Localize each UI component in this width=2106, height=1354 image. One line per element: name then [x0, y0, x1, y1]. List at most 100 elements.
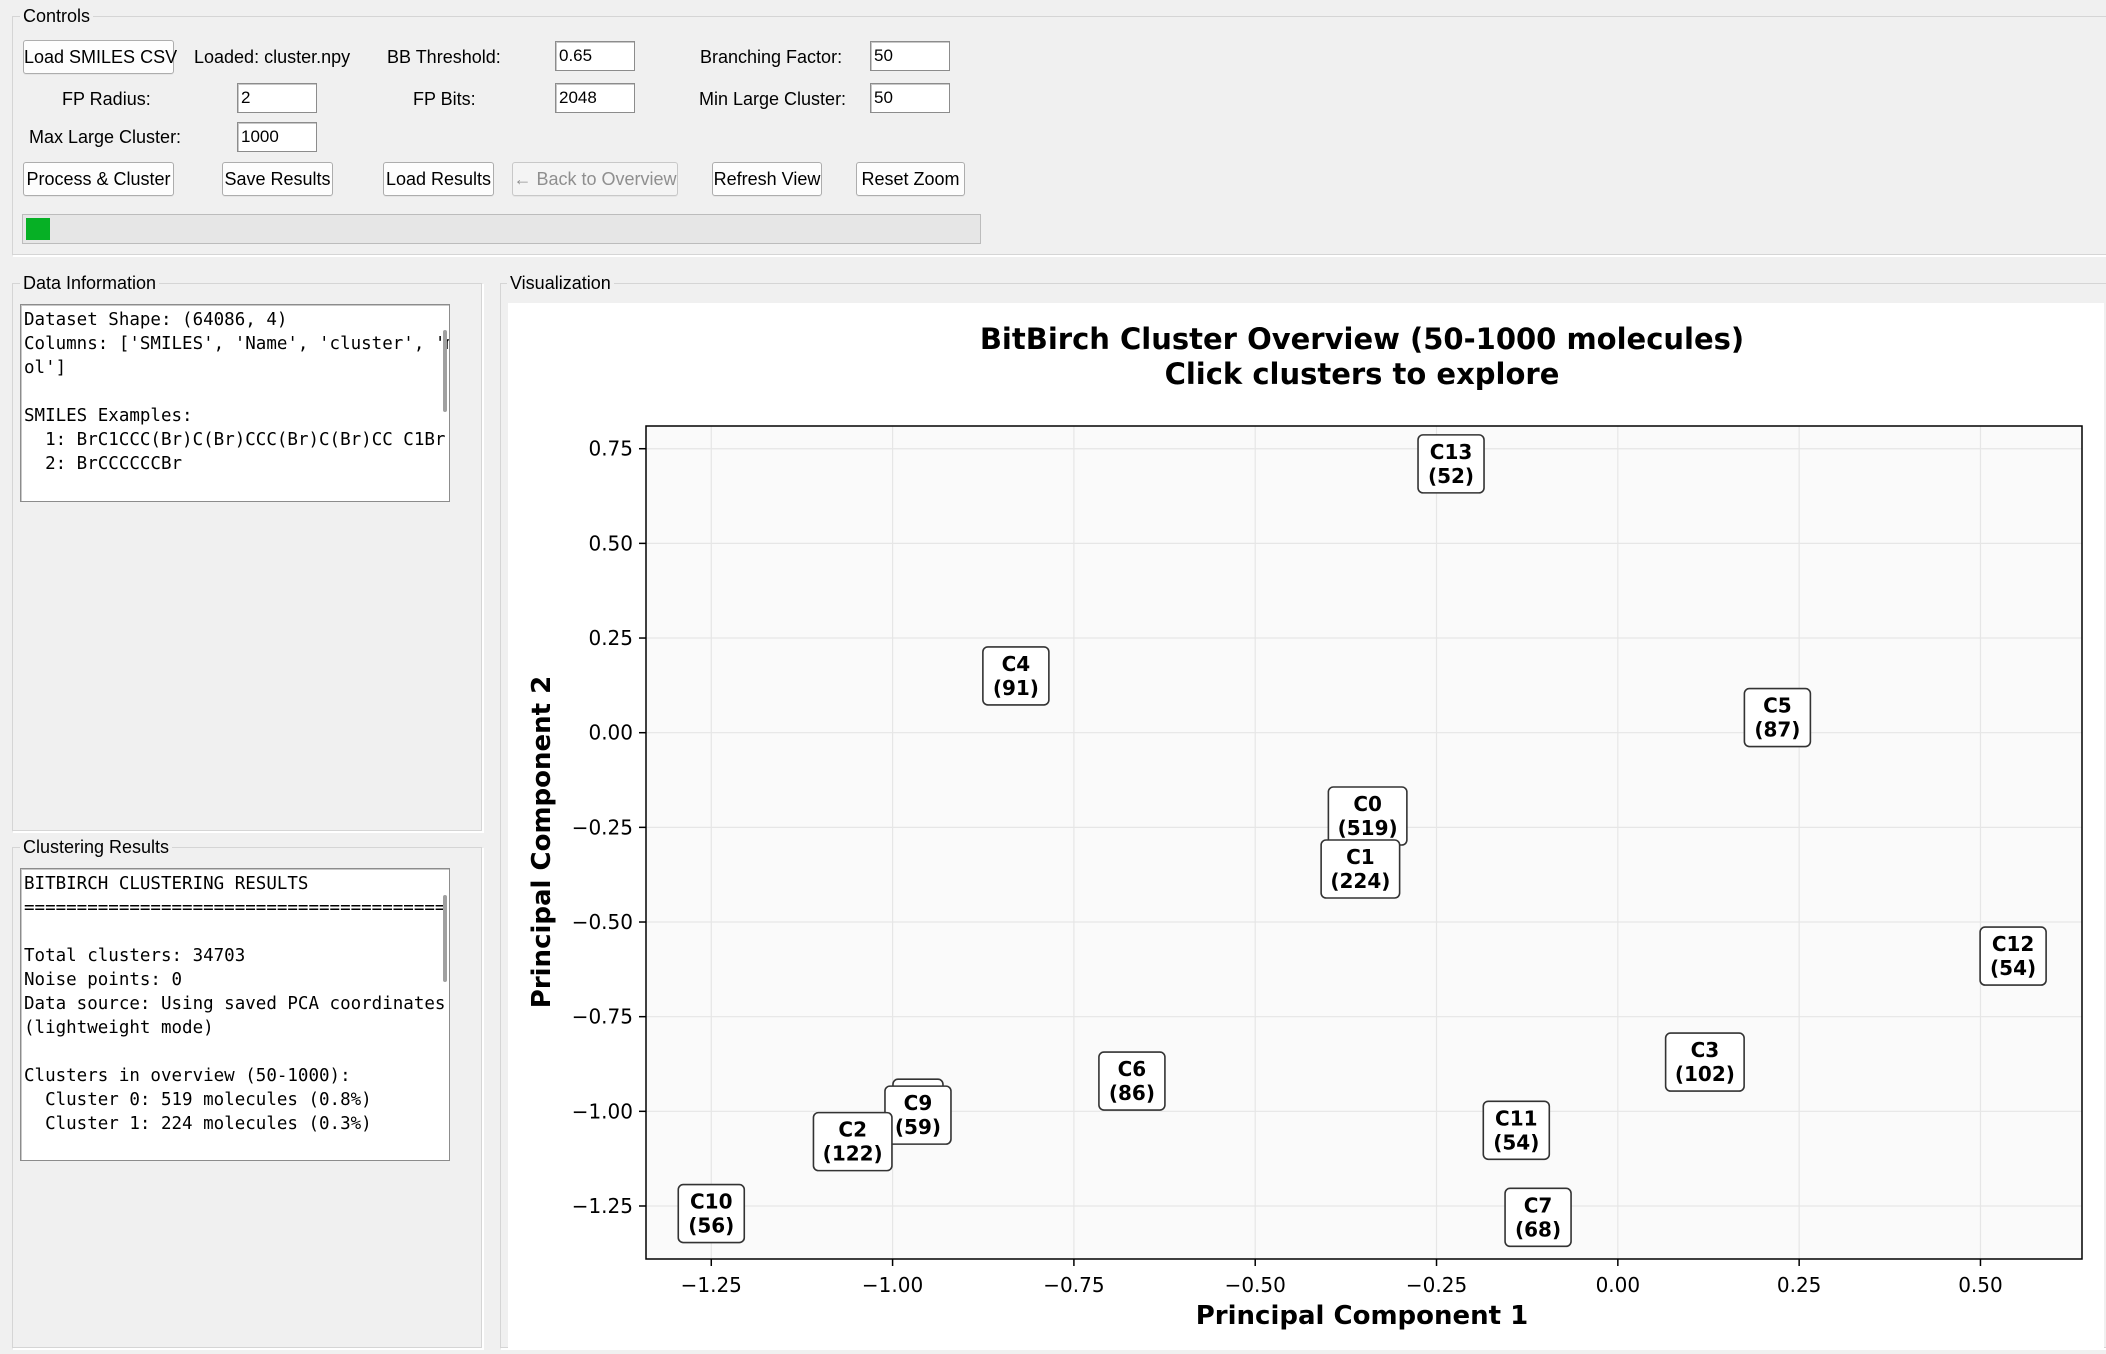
branching-factor-label: Branching Factor:: [700, 47, 843, 67]
cluster-label-c6[interactable]: C6(86): [1098, 1051, 1166, 1111]
cluster-label-c11[interactable]: C11(54): [1482, 1100, 1551, 1161]
cluster-label-c2[interactable]: C2(122): [812, 1111, 893, 1172]
cluster-label-box: [1664, 1032, 1745, 1092]
cluster-label-box: [1482, 1100, 1551, 1161]
data-info-title: Data Information: [20, 273, 160, 293]
cluster-count: (86): [1109, 1081, 1155, 1105]
max-large-cluster-label: Max Large Cluster:: [29, 127, 182, 147]
x-tick-label: 0.50: [1958, 1273, 2003, 1297]
cluster-label-c1[interactable]: C1(224): [1320, 839, 1401, 899]
bb-threshold-label: BB Threshold:: [387, 47, 501, 67]
cluster-label-c3[interactable]: C3(102): [1664, 1032, 1745, 1092]
cluster-scatter-chart[interactable]: BitBirch Cluster Overview (50-1000 molec…: [508, 303, 2104, 1349]
cluster-name: C5: [1763, 694, 1792, 718]
min-large-cluster-label: Min Large Cluster:: [699, 89, 847, 109]
y-tick-label: 0.50: [588, 531, 633, 555]
results-textbox[interactable]: BITBIRCH CLUSTERING RESULTS ============…: [20, 868, 450, 1161]
data-info-frame: [12, 283, 483, 832]
results-title: Clustering Results: [20, 837, 173, 857]
x-tick-label: −1.25: [681, 1273, 742, 1297]
data-info-text: Dataset Shape: (64086, 4) Columns: ['SMI…: [24, 310, 449, 474]
cluster-label-box: [1504, 1187, 1572, 1248]
cluster-label-box: [1098, 1051, 1166, 1111]
cluster-label-box: [982, 646, 1050, 706]
cluster-count: (224): [1330, 869, 1390, 893]
y-tick-label: −0.75: [572, 1005, 633, 1029]
data-info-scrollbar[interactable]: [443, 330, 447, 412]
x-tick-label: −1.00: [862, 1273, 923, 1297]
visualization-canvas[interactable]: BitBirch Cluster Overview (50-1000 molec…: [508, 303, 2104, 1349]
cluster-name: C0: [1353, 792, 1382, 816]
save-results-button[interactable]: Save Results: [222, 162, 333, 196]
visualization-title: Visualization: [507, 273, 614, 293]
cluster-label-c10[interactable]: C10(56): [677, 1183, 746, 1244]
cluster-label-c9[interactable]: C9(59): [884, 1085, 952, 1145]
cluster-count: (519): [1338, 816, 1398, 840]
fp-bits-input[interactable]: [555, 83, 635, 113]
results-scrollbar[interactable]: [443, 895, 447, 982]
cluster-count: (68): [1515, 1217, 1561, 1241]
max-large-cluster-input[interactable]: [237, 122, 317, 152]
chart-subtitle: Click clusters to explore: [1165, 357, 1560, 391]
y-tick-label: −1.25: [572, 1194, 633, 1218]
cluster-count: (54): [1990, 956, 2036, 980]
cluster-count: (102): [1675, 1062, 1735, 1086]
x-tick-label: 0.25: [1777, 1273, 1822, 1297]
cluster-count: (59): [895, 1115, 941, 1139]
data-info-textbox[interactable]: Dataset Shape: (64086, 4) Columns: ['SMI…: [20, 304, 450, 502]
load-smiles-csv-button[interactable]: Load SMILES CSV: [23, 40, 177, 74]
cluster-count: (122): [823, 1142, 883, 1166]
process-cluster-button[interactable]: Process & Cluster: [23, 162, 174, 196]
back-to-overview-button[interactable]: ← Back to Overview: [512, 162, 678, 196]
cluster-label-c12[interactable]: C12(54): [1979, 926, 2047, 986]
cluster-name: C6: [1118, 1057, 1147, 1081]
y-tick-label: 0.75: [588, 437, 633, 461]
y-tick-label: 0.00: [588, 721, 633, 745]
reset-zoom-button[interactable]: Reset Zoom: [856, 162, 965, 196]
fp-bits-label: FP Bits:: [413, 89, 476, 109]
cluster-label-c7[interactable]: C7(68): [1504, 1187, 1572, 1248]
cluster-label-c0[interactable]: C0(519): [1327, 786, 1408, 846]
y-tick-label: 0.25: [588, 626, 633, 650]
loaded-file-label: Loaded: cluster.npy: [194, 47, 351, 67]
cluster-label-box: [1979, 926, 2047, 986]
cluster-label-c13[interactable]: C13(52): [1417, 434, 1485, 494]
cluster-name: C11: [1495, 1106, 1538, 1130]
x-tick-label: 0.00: [1596, 1273, 1641, 1297]
cluster-count: (91): [993, 676, 1039, 700]
chart-title: BitBirch Cluster Overview (50-1000 molec…: [980, 322, 1744, 356]
cluster-name: C10: [690, 1190, 733, 1214]
fp-radius-input[interactable]: [237, 83, 317, 113]
cluster-name: C4: [1002, 652, 1031, 676]
y-axis-ticks: 0.75 0.50 0.25 0.00 −0.25 −0.50 −0.75 −1.00 −1.2…: [572, 437, 646, 1218]
cluster-labels[interactable]: C13(52)C4(91)C5(87)C0(519)C1(224)C12(54)…: [677, 434, 2047, 1248]
cluster-name: C7: [1524, 1193, 1553, 1217]
refresh-view-button[interactable]: Refresh View: [712, 162, 822, 196]
cluster-name: C1: [1346, 845, 1375, 869]
x-axis-ticks: −1.25 −1.00 −0.75 −0.50 −0.25 0.00 0.25 0.50: [681, 1259, 2003, 1297]
cluster-label-box: [1417, 434, 1485, 494]
cluster-label-c4[interactable]: C4(91): [982, 646, 1050, 706]
cluster-name: C12: [1992, 932, 2035, 956]
results-text: BITBIRCH CLUSTERING RESULTS ============…: [24, 874, 446, 1134]
min-large-cluster-input[interactable]: [870, 83, 950, 113]
progress-bar-fill: [26, 218, 50, 240]
fp-radius-label: FP Radius:: [62, 89, 151, 109]
cluster-count: (56): [688, 1214, 734, 1238]
branching-factor-input[interactable]: [870, 41, 950, 71]
y-tick-label: −1.00: [572, 1099, 633, 1123]
cluster-label-box: [677, 1183, 746, 1244]
cluster-name: C9: [904, 1091, 933, 1115]
bb-threshold-input[interactable]: [555, 41, 635, 71]
cluster-name: C3: [1691, 1038, 1720, 1062]
axes-frame: [645, 425, 2083, 1260]
cluster-label-box: [1743, 687, 1812, 748]
controls-frame: [12, 16, 2106, 256]
x-tick-label: −0.50: [1225, 1273, 1286, 1297]
x-axis-label: Principal Component 1: [1196, 1301, 1528, 1331]
cluster-label-c5[interactable]: C5(87): [1743, 687, 1812, 748]
cluster-name: C13: [1430, 440, 1473, 464]
cluster-label-box: [812, 1111, 893, 1172]
cluster-label-box: [1320, 839, 1401, 899]
load-results-button[interactable]: Load Results: [383, 162, 494, 196]
